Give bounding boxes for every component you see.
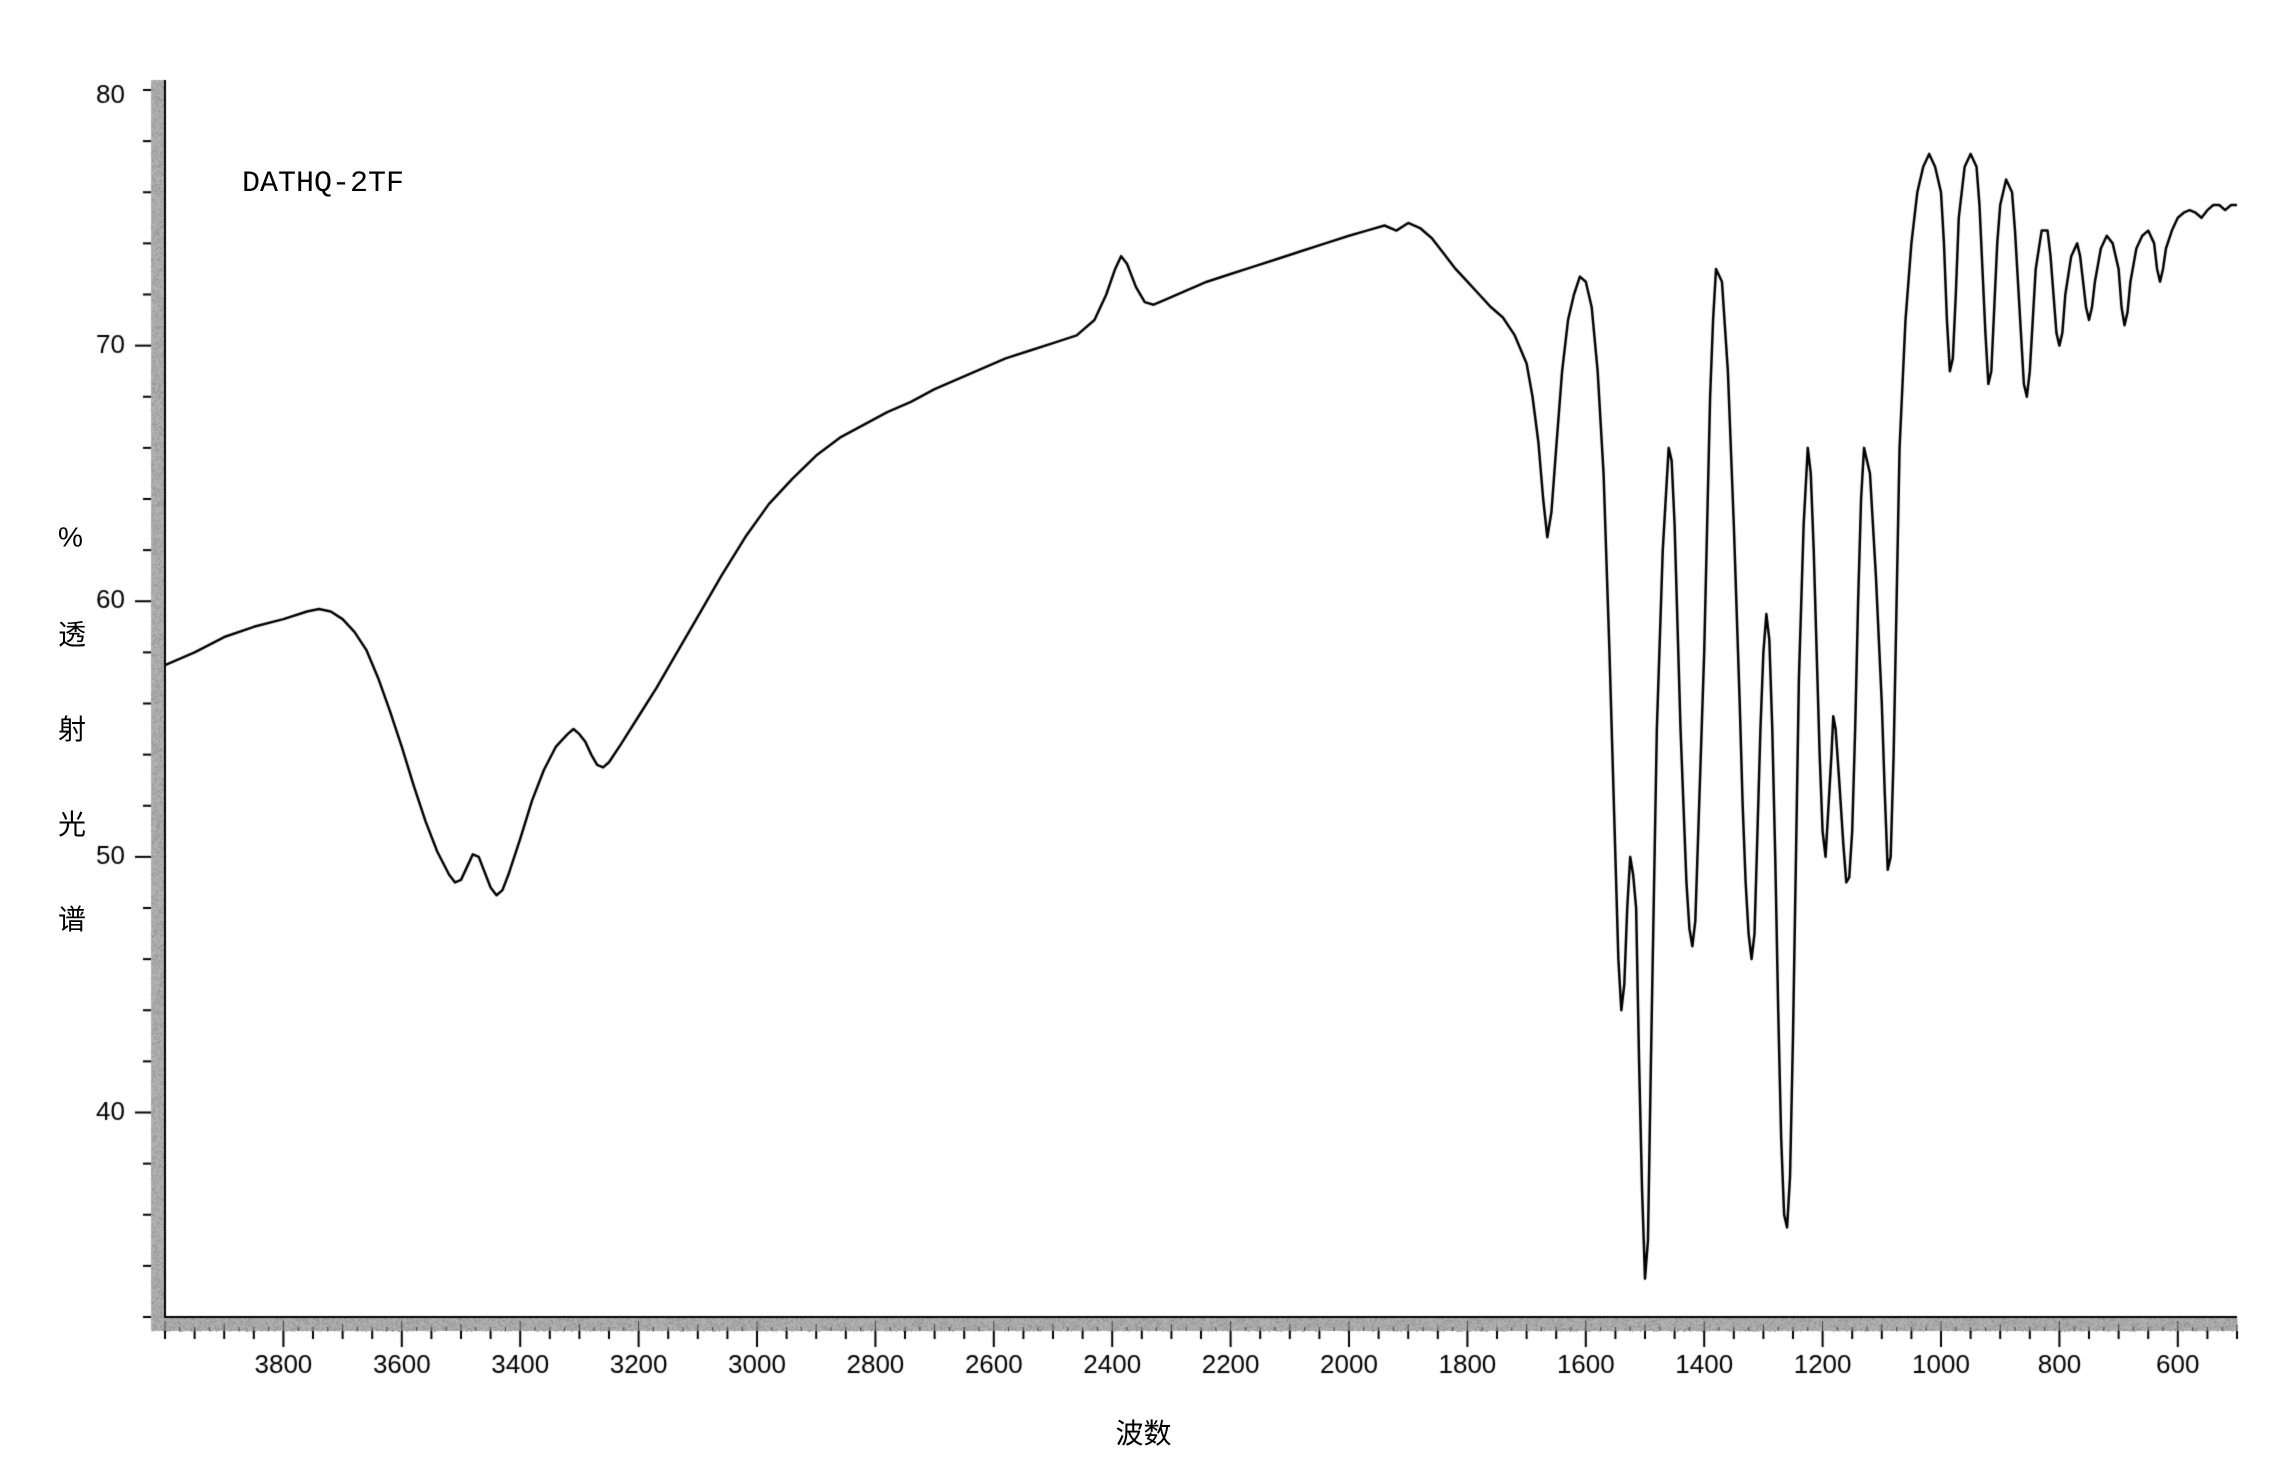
ir-spectrum-canvas (0, 0, 2287, 1472)
x-axis-label: 波数 (1115, 1412, 1171, 1452)
chart-container: % 透 射 光 谱 波数 DATHQ-2TF (0, 0, 2287, 1472)
sample-label: DATHQ-2TF (242, 167, 404, 201)
y-axis-label: % 透 射 光 谱 (50, 522, 90, 951)
